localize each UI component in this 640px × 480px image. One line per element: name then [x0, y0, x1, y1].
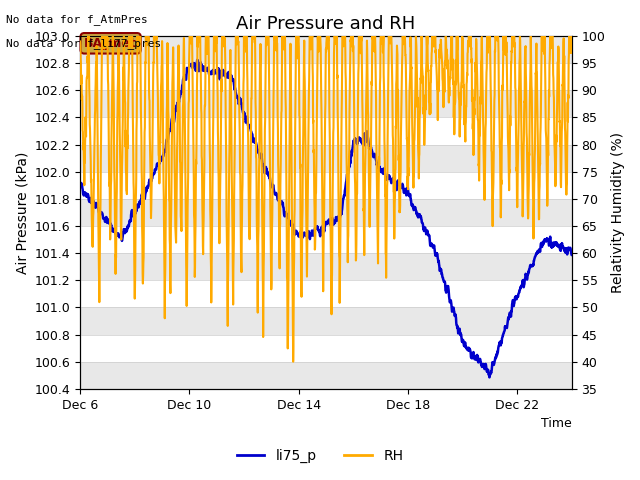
Bar [80, 144, 572, 172]
Text: Time: Time [541, 417, 572, 430]
Bar [80, 36, 572, 63]
Bar [80, 253, 572, 280]
Title: Air Pressure and RH: Air Pressure and RH [236, 15, 415, 33]
Y-axis label: Relativity Humidity (%): Relativity Humidity (%) [611, 132, 625, 293]
Text: BA_met: BA_met [84, 37, 137, 50]
Text: No data for f_AtmPres: No data for f_AtmPres [6, 14, 148, 25]
Y-axis label: Air Pressure (kPa): Air Pressure (kPa) [15, 151, 29, 274]
Bar [80, 307, 572, 335]
Legend: li75_p, RH: li75_p, RH [231, 443, 409, 468]
Bar [80, 90, 572, 118]
Text: No data for f_li77_pres: No data for f_li77_pres [6, 38, 162, 49]
Bar [80, 199, 572, 226]
Bar [80, 362, 572, 389]
